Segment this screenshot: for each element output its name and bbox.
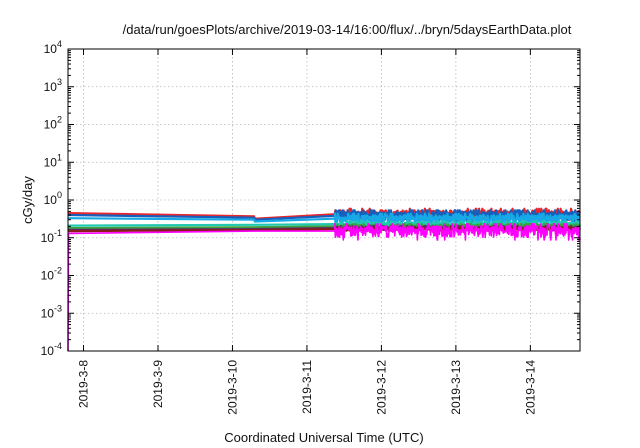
y-tick-label: 10-3 [41, 303, 62, 320]
y-tick-label: 100 [44, 190, 62, 207]
y-tick-label: 103 [44, 77, 62, 94]
grid [68, 49, 580, 351]
x-tick-label: 2019-3-10 [225, 360, 239, 415]
x-axis: 2019-3-8 2019-3-9 2019-3-10 2019-3-11 2019-3… [77, 49, 537, 415]
x-tick-label: 2019-3-8 [77, 360, 91, 408]
y-tick-label: 102 [44, 115, 62, 132]
x-tick-label: 2019-3-13 [449, 360, 463, 415]
y-tick-label: 10-4 [41, 341, 62, 358]
series-line [67, 223, 581, 352]
x-tick-label: 2019-3-14 [523, 360, 537, 415]
y-tick-label: 10-1 [41, 228, 62, 245]
x-tick-label: 2019-3-11 [300, 360, 314, 414]
series-group [67, 207, 582, 352]
x-tick-label: 2019-3-12 [374, 360, 388, 415]
x-tick-label: 2019-3-9 [151, 360, 165, 408]
y-tick-label: 101 [44, 152, 62, 169]
y-axis: 104 103 102 101 100 10-1 10-2 10-3 10-4 [41, 39, 580, 358]
y-tick-label: 104 [44, 39, 62, 56]
x-axis-label: Coordinated Universal Time (UTC) [224, 430, 423, 445]
series-line [67, 212, 581, 225]
chart-title: /data/run/goesPlots/archive/2019-03-14/1… [123, 22, 572, 37]
y-tick-label: 10-2 [41, 266, 62, 283]
y-axis-label: cGy/day [20, 176, 35, 224]
